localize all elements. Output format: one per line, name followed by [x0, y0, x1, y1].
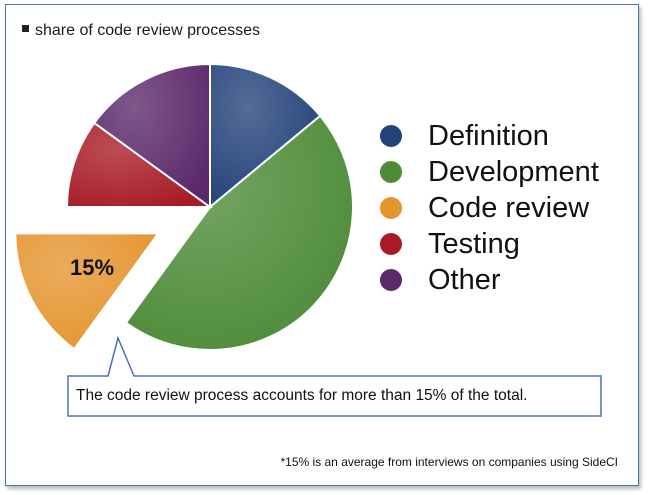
legend-dot-icon — [380, 161, 402, 183]
legend-item-other: Other — [380, 262, 599, 298]
legend-label: Development — [428, 155, 599, 188]
legend-item-development: Development — [380, 154, 599, 190]
pie-slice-shine-development — [125, 115, 353, 350]
legend-dot-icon — [380, 233, 402, 255]
pie-slice-shine-testing — [67, 122, 210, 207]
pie-slices — [14, 62, 354, 351]
chart-title: share of code review processes — [22, 22, 260, 40]
legend-label: Definition — [428, 119, 549, 152]
legend-dot-icon — [380, 125, 402, 147]
legend-item-testing: Testing — [380, 226, 599, 262]
footnote: *15% is an average from interviews on co… — [280, 455, 618, 469]
pie-data-labels: 15% — [70, 255, 114, 280]
legend-dot-icon — [380, 269, 402, 291]
legend-label: Other — [428, 263, 501, 296]
legend-label: Code review — [428, 191, 590, 224]
legend-dot-icon — [380, 197, 402, 219]
title-bullet-icon — [22, 25, 29, 33]
pie-slice-shine-other — [94, 64, 210, 207]
legend-label: Testing — [428, 227, 520, 260]
legend-item-code-review: Code review — [380, 190, 599, 226]
pie-slice-shine-definition — [210, 64, 321, 207]
chart-title-text: share of code review processes — [35, 22, 260, 39]
chart-legend: Definition Development Code review Testing O… — [380, 118, 599, 298]
data-label-code-review: 15% — [70, 255, 114, 280]
callout-box — [67, 335, 602, 417]
legend-item-definition: Definition — [380, 118, 599, 154]
callout-text: The code review process accounts for mor… — [76, 387, 528, 404]
pie-slice-shine-code-review — [15, 233, 159, 350]
